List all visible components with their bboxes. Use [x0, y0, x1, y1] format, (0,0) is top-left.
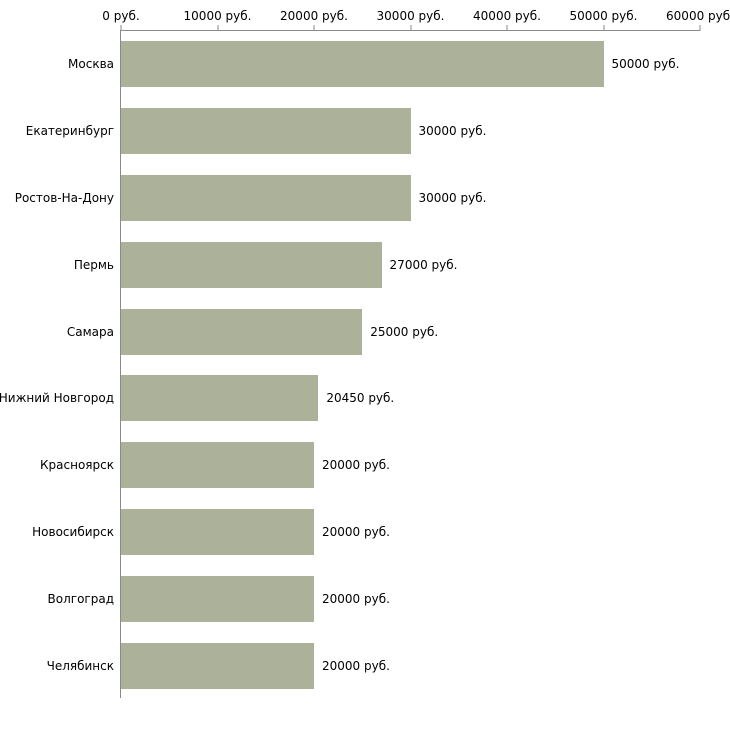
bar	[121, 442, 314, 489]
value-label: 20000 руб.	[322, 591, 390, 606]
bar	[121, 41, 604, 88]
x-tick-label: 10000 руб.	[183, 9, 252, 23]
bar-row: Челябинск 20000 руб.	[47, 632, 700, 699]
x-tick-mark	[217, 25, 218, 31]
x-tick-mark	[120, 25, 122, 31]
category-label: Красноярск	[40, 458, 114, 473]
x-tick-mark	[603, 25, 604, 31]
value-label: 20450 руб.	[326, 391, 395, 406]
category-label: Волгоград	[47, 591, 114, 606]
category-label: Новосибирск	[32, 524, 114, 539]
x-tick-mark	[313, 25, 315, 31]
bar-row: Пермь 27000 руб.	[74, 231, 700, 298]
value-label: 30000 руб.	[418, 124, 487, 139]
bar-row: Самара 25000 руб.	[67, 298, 700, 365]
category-label: Самара	[66, 324, 114, 339]
bar	[121, 508, 314, 555]
bar	[121, 241, 382, 288]
x-tick-label: 50000 руб.	[569, 9, 638, 23]
x-tick-label: 30000 руб.	[376, 9, 445, 23]
x-tick-mark	[699, 25, 701, 31]
bar	[121, 575, 314, 622]
x-tick-label: 0 руб.	[102, 9, 140, 23]
category-label: Пермь	[73, 257, 114, 272]
value-label: 30000 руб.	[418, 190, 487, 205]
bar-row: Волгоград 20000 руб.	[48, 565, 700, 632]
x-tick-mark	[506, 25, 508, 31]
bar-row: Новосибирск 20000 руб.	[32, 499, 700, 566]
category-label: Москва	[68, 57, 114, 72]
bar	[121, 308, 363, 355]
value-label: 25000 руб.	[370, 324, 439, 339]
x-tick-mark	[410, 25, 411, 31]
plot-area: 0 руб. 10000 руб. 20000 руб. 30000 руб. 4000…	[0, 9, 730, 699]
bar-row: Красноярск 20000 руб.	[40, 432, 700, 499]
bar-row: Москва 50000 руб.	[68, 31, 700, 98]
bar-row: Нижний Новгород 20450 руб.	[0, 365, 700, 432]
x-tick-label: 60000 руб.	[666, 9, 730, 23]
value-label: 20000 руб.	[322, 458, 390, 473]
bar-row: Екатеринбург 30000 руб.	[26, 98, 700, 165]
bar	[121, 375, 319, 422]
bar	[121, 108, 411, 155]
category-label: Ростов-На-Дону	[14, 190, 114, 205]
category-label: Челябинск	[46, 658, 114, 673]
value-label: 20000 руб.	[322, 524, 390, 539]
bar	[121, 642, 314, 689]
x-tick-label: 20000 руб.	[280, 9, 348, 23]
bar	[121, 174, 411, 221]
category-label: Нижний Новгород	[0, 391, 114, 406]
value-label: 27000 руб.	[389, 257, 458, 272]
bars-container: Москва 50000 руб. Екатеринбург 30000 руб. Ро…	[0, 31, 700, 699]
x-axis-ticks: 0 руб. 10000 руб. 20000 руб. 30000 руб. 4000…	[102, 7, 730, 31]
value-label: 50000 руб.	[611, 57, 680, 72]
x-tick-label: 40000 руб.	[473, 9, 541, 23]
value-label: 20000 руб.	[322, 658, 390, 673]
category-label: Екатеринбург	[25, 124, 114, 139]
bar-row: Ростов-На-Дону 30000 руб.	[15, 165, 700, 232]
